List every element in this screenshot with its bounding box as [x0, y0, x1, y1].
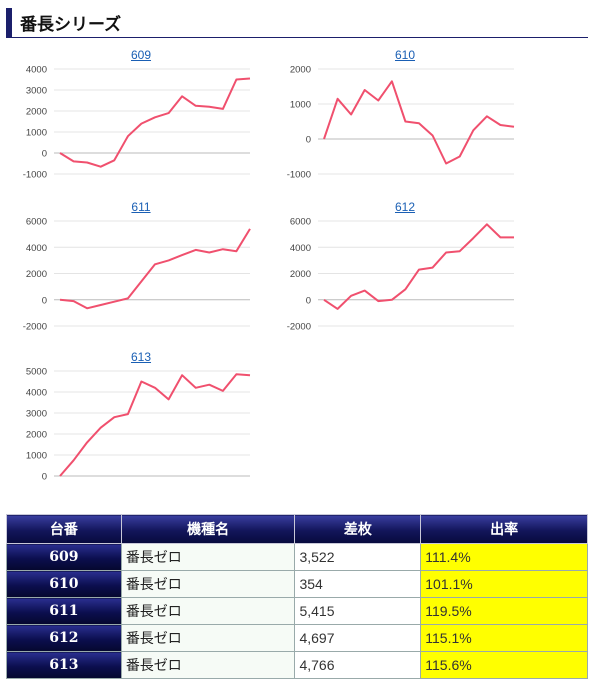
y-tick-label: 4000 — [26, 388, 47, 399]
coin-diff: 5,415 — [294, 597, 422, 625]
y-tick-label: 4000 — [26, 243, 47, 254]
chart-title-link-612[interactable]: 612 — [394, 200, 416, 214]
y-tick-label: 3000 — [26, 409, 47, 420]
y-tick-label: 0 — [306, 135, 311, 146]
chart-svg-613: 5000 4000 3000 2000 1000 0 — [26, 367, 251, 483]
table-row: 610 番長ゼロ 354 101.1% — [6, 570, 588, 598]
chart-title-link-613[interactable]: 613 — [130, 350, 152, 364]
chart-svg-612: 6000 4000 2000 0 -2000 — [287, 217, 514, 333]
table-row: 609 番長ゼロ 3,522 111.4% — [6, 543, 588, 571]
coin-diff: 354 — [294, 570, 422, 598]
payout-rate: 111.4% — [420, 543, 588, 571]
section-title: 番長シリーズ — [20, 15, 122, 35]
y-tick-label: 2000 — [26, 269, 47, 280]
y-tick-label: 6000 — [26, 217, 47, 228]
coin-diff: 4,697 — [294, 624, 422, 652]
y-tick-label: -1000 — [23, 170, 47, 181]
y-tick-label: -1000 — [287, 170, 311, 181]
payout-rate: 115.6% — [420, 651, 588, 679]
y-tick-label: 0 — [42, 472, 47, 483]
machine-number: 611 — [6, 597, 122, 625]
chart-title-link-611[interactable]: 611 — [131, 200, 151, 214]
header-payout-rate: 出率 — [420, 514, 588, 544]
section-header: 番長シリーズ — [6, 8, 588, 38]
machine-number: 610 — [6, 570, 122, 598]
y-tick-label: -2000 — [287, 322, 311, 333]
chart-610: 610 2000 1000 0 -1000 — [280, 48, 530, 188]
machine-name: 番長ゼロ — [120, 597, 296, 625]
y-tick-label: 2000 — [290, 65, 311, 76]
series-line — [59, 373, 251, 477]
payout-rate: 119.5% — [420, 597, 588, 625]
y-tick-label: 0 — [306, 295, 311, 306]
y-tick-label: 0 — [42, 149, 47, 160]
table-row: 613 番長ゼロ 4,766 115.6% — [6, 651, 588, 679]
coin-diff: 3,522 — [294, 543, 422, 571]
y-tick-label: 1000 — [290, 100, 311, 111]
y-tick-label: 3000 — [26, 86, 47, 97]
machine-number: 613 — [6, 651, 122, 679]
chart-613: 613 5000 4000 3000 2000 1000 0 — [16, 350, 266, 490]
table-row: 611 番長ゼロ 5,415 119.5% — [6, 597, 588, 625]
machine-number: 612 — [6, 624, 122, 652]
machine-name: 番長ゼロ — [120, 624, 296, 652]
header-machine-name: 機種名 — [120, 514, 296, 544]
y-tick-label: 2000 — [26, 430, 47, 441]
payout-rate: 101.1% — [420, 570, 588, 598]
header-machine-number: 台番 — [6, 514, 122, 544]
y-tick-label: 4000 — [26, 65, 47, 76]
chart-svg-610: 2000 1000 0 -1000 — [287, 65, 515, 181]
y-tick-label: 1000 — [26, 451, 47, 462]
series-line — [323, 223, 514, 310]
series-line — [59, 77, 251, 168]
chart-612: 612 6000 4000 2000 0 -2000 — [280, 200, 530, 340]
results-table: 台番 機種名 差枚 出率 609 番長ゼロ 3,522 111.4% 610 番… — [6, 514, 588, 679]
y-tick-label: 1000 — [26, 128, 47, 139]
machine-name: 番長ゼロ — [120, 543, 296, 571]
machine-name: 番長ゼロ — [120, 651, 296, 679]
chart-title-link-610[interactable]: 610 — [394, 48, 416, 62]
table-header-row: 台番 機種名 差枚 出率 — [6, 514, 588, 544]
chart-title-link-609[interactable]: 609 — [130, 48, 152, 62]
y-tick-label: 4000 — [290, 243, 311, 254]
series-line — [323, 80, 515, 165]
machine-name: 番長ゼロ — [120, 570, 296, 598]
y-tick-label: -2000 — [23, 322, 47, 333]
y-tick-label: 2000 — [290, 269, 311, 280]
chart-611: 611 6000 4000 2000 0 -2000 — [16, 200, 266, 340]
y-tick-label: 5000 — [26, 367, 47, 378]
chart-609: 609 4000 3000 2000 1000 0 -1000 — [16, 48, 266, 188]
coin-diff: 4,766 — [294, 651, 422, 679]
series-line — [59, 228, 251, 310]
payout-rate: 115.1% — [420, 624, 588, 652]
table-row: 612 番長ゼロ 4,697 115.1% — [6, 624, 588, 652]
machine-number: 609 — [6, 543, 122, 571]
y-tick-label: 2000 — [26, 107, 47, 118]
y-tick-label: 0 — [42, 295, 47, 306]
chart-svg-611: 6000 4000 2000 0 -2000 — [23, 217, 251, 333]
y-tick-label: 6000 — [290, 217, 311, 228]
chart-svg-609: 4000 3000 2000 1000 0 -1000 — [23, 65, 251, 181]
header-coin-diff: 差枚 — [294, 514, 422, 544]
